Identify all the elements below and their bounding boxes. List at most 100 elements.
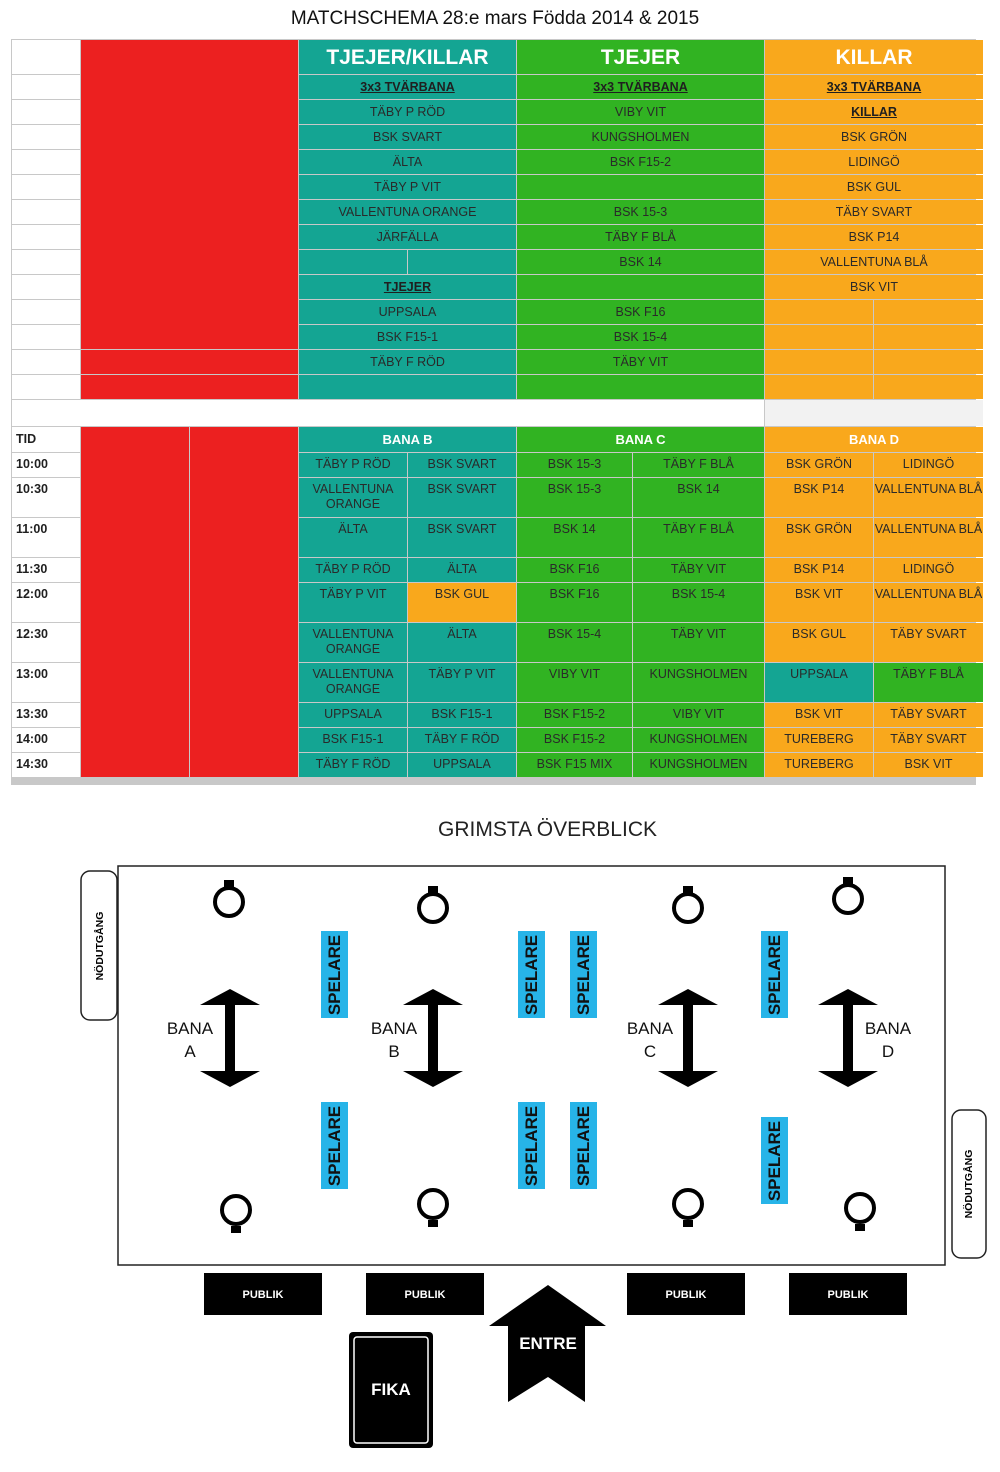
empty-cell xyxy=(874,375,983,399)
court-letter: A xyxy=(184,1042,196,1061)
match-team-cell: TUREBERG xyxy=(765,728,873,752)
court-arrow-icon xyxy=(818,989,878,1087)
team-cell: TÄBY P VIT xyxy=(299,175,516,199)
time-slot: 10:00 xyxy=(12,453,80,477)
players-zone: SPELARE xyxy=(570,931,597,1018)
players-zone: SPELARE xyxy=(518,1102,545,1189)
team-cell: TÄBY SVART xyxy=(765,200,983,224)
red-block xyxy=(190,427,298,777)
match-team-cell: TÄBY F BLÅ xyxy=(633,518,764,557)
court-word: BANA xyxy=(865,1019,912,1038)
emergency-exit-right: NÖDUTGÅNG xyxy=(951,1109,987,1259)
match-team-cell: ÄLTA xyxy=(408,623,516,662)
blank-cell xyxy=(12,275,80,299)
svg-text:PUBLIK: PUBLIK xyxy=(405,1289,446,1301)
match-team-cell: VALLENTUNA BLÅ xyxy=(874,583,983,622)
emergency-exit-left: NÖDUTGÅNG xyxy=(80,870,118,1021)
section-label-boys: 3x3 TVÄRBANA xyxy=(765,75,983,99)
arena-outline xyxy=(117,865,946,1266)
red-block xyxy=(81,427,189,777)
match-team-cell: BSK SVART xyxy=(408,478,516,517)
basket-icon xyxy=(213,880,245,918)
match-team-cell: VALLENTUNA BLÅ xyxy=(874,518,983,557)
match-team-cell: BSK GRÖN xyxy=(765,518,873,557)
match-team-cell: LIDINGÖ xyxy=(874,453,983,477)
team-cell: BSK F15-2 xyxy=(517,150,764,174)
basket-icon xyxy=(832,877,864,915)
svg-text:SPELARE: SPELARE xyxy=(325,935,344,1015)
empty-cell xyxy=(299,250,407,274)
exit-label: NÖDUTGÅNG xyxy=(93,912,106,981)
boys-sublabel: KILLAR xyxy=(765,100,983,124)
blank-cell xyxy=(12,40,80,74)
empty-cell xyxy=(765,300,873,324)
match-team-cell: TÄBY SVART xyxy=(874,728,983,752)
court-b-header: BANA B xyxy=(299,427,516,452)
empty-cell xyxy=(517,375,764,399)
blank-cell xyxy=(12,325,80,349)
match-team-cell: ÄLTA xyxy=(408,558,516,582)
court-word: BANA xyxy=(167,1019,214,1038)
empty-cell xyxy=(408,250,516,274)
team-cell: UPPSALA xyxy=(299,300,516,324)
team-cell: JÄRFÄLLA xyxy=(299,225,516,249)
players-zone: SPELARE xyxy=(321,1102,348,1189)
basket-icon xyxy=(220,1194,252,1233)
court-d-header: BANA D xyxy=(765,427,983,452)
match-team-cell: BSK P14 xyxy=(765,478,873,517)
team-cell: TÄBY P RÖD xyxy=(299,100,516,124)
tid-label: TID xyxy=(12,427,80,452)
audience-area: PUBLIK xyxy=(789,1273,907,1315)
section-label-mixed: 3x3 TVÄRBANA xyxy=(299,75,516,99)
team-cell: VALLENTUNA BLÅ xyxy=(765,250,983,274)
basket-icon xyxy=(417,886,449,924)
match-team-cell: BSK F15-1 xyxy=(408,703,516,727)
basket-icon xyxy=(672,886,704,924)
court-c-header: BANA C xyxy=(517,427,764,452)
blank-cell xyxy=(12,200,80,224)
match-team-cell: BSK F15-2 xyxy=(517,728,632,752)
match-team-cell: BSK 15-3 xyxy=(517,478,632,517)
match-team-cell: TÄBY F RÖD xyxy=(408,728,516,752)
match-team-cell: TÄBY VIT xyxy=(633,558,764,582)
match-team-cell: BSK 15-4 xyxy=(517,623,632,662)
match-team-cell: VALLENTUNA ORANGE xyxy=(299,663,407,702)
empty-cell xyxy=(765,325,873,349)
team-cell: BSK F15-1 xyxy=(299,325,516,349)
page-title: MATCHSCHEMA 28:e mars Födda 2014 & 2015 xyxy=(290,8,700,29)
spacer-row xyxy=(765,400,983,426)
basket-icon xyxy=(672,1188,704,1227)
court-letter: B xyxy=(388,1042,399,1061)
svg-text:PUBLIK: PUBLIK xyxy=(243,1289,284,1301)
match-team-cell: TÄBY P RÖD xyxy=(299,453,407,477)
blank-cell xyxy=(12,350,80,374)
girls-sublabel: TJEJER xyxy=(299,275,516,299)
empty-cell xyxy=(765,375,873,399)
team-cell: LIDINGÖ xyxy=(765,150,983,174)
audience-area: PUBLIK xyxy=(366,1273,484,1315)
match-team-cell: VALLENTUNA ORANGE xyxy=(299,478,407,517)
match-team-cell: ÄLTA xyxy=(299,518,407,557)
time-slot: 12:00 xyxy=(12,583,80,622)
empty-cell xyxy=(874,300,983,324)
blank-cell xyxy=(12,75,80,99)
audience-area: PUBLIK xyxy=(204,1273,322,1315)
team-cell: TÄBY VIT xyxy=(517,350,764,374)
court-arrow-icon xyxy=(658,989,718,1087)
match-team-cell: KUNGSHOLMEN xyxy=(633,663,764,702)
match-team-cell: BSK F15 MIX xyxy=(517,753,632,777)
red-block xyxy=(81,40,298,349)
svg-text:SPELARE: SPELARE xyxy=(522,935,541,1015)
basket-icon xyxy=(844,1192,876,1231)
court-arrow-icon xyxy=(200,989,260,1087)
match-team-cell: BSK SVART xyxy=(408,453,516,477)
match-team-cell: BSK GRÖN xyxy=(765,453,873,477)
empty-cell xyxy=(874,325,983,349)
match-team-cell: BSK GUL xyxy=(408,583,516,622)
time-slot: 13:30 xyxy=(12,703,80,727)
svg-text:SPELARE: SPELARE xyxy=(522,1106,541,1186)
match-team-cell: BSK 15-4 xyxy=(633,583,764,622)
match-team-cell: BSK 14 xyxy=(633,478,764,517)
header-mixed: TJEJER/KILLAR xyxy=(299,40,516,74)
svg-text:SPELARE: SPELARE xyxy=(765,935,784,1015)
